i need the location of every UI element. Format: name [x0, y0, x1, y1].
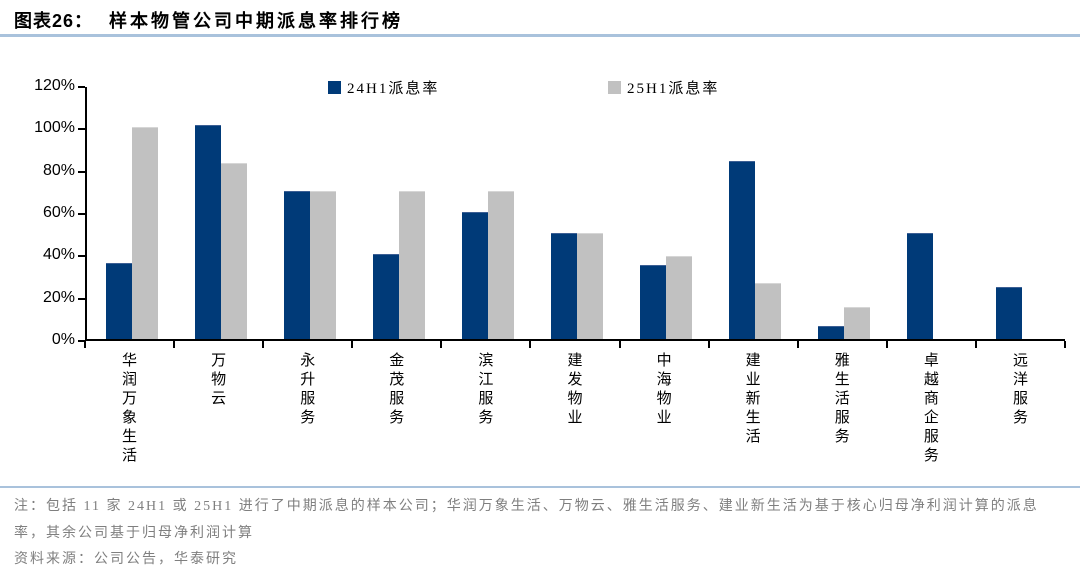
- plot-area: [85, 87, 1065, 341]
- y-axis-tick: [78, 297, 85, 300]
- y-axis-tick: [78, 128, 85, 131]
- bar-group: [622, 256, 711, 339]
- bar: [461, 212, 488, 339]
- bar: [372, 254, 399, 339]
- bar: [755, 282, 782, 339]
- x-axis-tick: [974, 341, 977, 348]
- y-axis-tick: [78, 340, 85, 342]
- x-axis-tick: [529, 341, 532, 348]
- bar-group: [711, 161, 800, 339]
- x-axis-label: 雅生活服务: [834, 353, 850, 445]
- legend-swatch: [328, 81, 341, 94]
- legend-item: 24H1派息率: [328, 77, 439, 98]
- x-axis-tick: [351, 341, 354, 348]
- x-axis-label: 华润万象生活: [122, 353, 138, 464]
- bar: [220, 163, 247, 339]
- x-axis-label: 中海物业: [656, 353, 672, 426]
- bar: [309, 190, 336, 339]
- bar: [640, 264, 667, 339]
- bar: [194, 125, 221, 339]
- x-axis-tick: [618, 341, 621, 348]
- y-axis-label: 60%: [42, 204, 75, 221]
- x-axis-tick: [262, 341, 265, 348]
- legend-label: 25H1派息率: [627, 81, 720, 97]
- bar-group: [87, 127, 176, 339]
- bar: [487, 190, 514, 339]
- bar-group: [978, 287, 1067, 339]
- legend-swatch: [608, 81, 621, 94]
- bar: [996, 287, 1023, 339]
- x-axis-label: 滨江服务: [478, 353, 494, 426]
- bar: [105, 262, 132, 339]
- x-axis-tick: [84, 341, 86, 348]
- bar-group: [800, 307, 889, 339]
- y-axis-tick: [78, 170, 85, 173]
- x-axis-label: 建业新生活: [745, 353, 761, 445]
- x-axis-label: 永升服务: [300, 353, 316, 426]
- bar: [283, 190, 310, 339]
- bar: [818, 326, 845, 339]
- x-axis-label: 远洋服务: [1012, 353, 1028, 426]
- x-axis-tick: [796, 341, 799, 348]
- bar-group: [265, 190, 354, 339]
- bar: [844, 307, 871, 339]
- page-title: 样本物管公司中期派息率排行榜: [109, 11, 404, 31]
- legend-label: 24H1派息率: [347, 81, 440, 97]
- source-note: 资料来源：公司公告，华泰研究: [14, 552, 238, 567]
- bar: [576, 233, 603, 339]
- figure-title-row: 图表26： 样本物管公司中期派息率排行榜: [14, 7, 403, 33]
- y-axis-label: 20%: [42, 288, 75, 306]
- bar-group: [889, 233, 978, 339]
- bar: [550, 233, 577, 339]
- x-axis-tick: [885, 341, 888, 348]
- bar-group: [354, 190, 443, 339]
- x-axis-tick: [440, 341, 443, 348]
- title-underline: [0, 34, 1080, 37]
- legend-item: 25H1派息率: [608, 77, 719, 98]
- y-axis-tick: [78, 86, 85, 88]
- y-axis-label: 100%: [34, 119, 75, 137]
- y-axis-tick: [78, 255, 85, 258]
- bar-group: [443, 190, 532, 339]
- bar: [729, 161, 756, 339]
- x-axis-tick: [1064, 341, 1066, 348]
- y-axis-label: 0%: [51, 331, 75, 348]
- x-axis-label: 卓越商企服务: [923, 353, 939, 464]
- x-axis-label: 建发物业: [567, 353, 583, 426]
- x-axis-label: 万物云: [211, 353, 227, 407]
- bar: [398, 190, 425, 339]
- x-axis-tick: [707, 341, 710, 348]
- divider-line: [0, 486, 1080, 488]
- x-axis-label: 金茂服务: [389, 353, 405, 426]
- x-axis-tick: [173, 341, 176, 348]
- bar: [131, 127, 158, 339]
- y-axis-tick: [78, 213, 85, 215]
- footnote: 注：包括 11 家 24H1 或 25H1 进行了中期派息的样本公司；华润万象生…: [14, 499, 1039, 541]
- figure-number: 图表26：: [14, 11, 94, 31]
- bar-group: [176, 125, 265, 339]
- y-axis-label: 120%: [34, 77, 75, 94]
- y-axis-label: 40%: [42, 246, 75, 264]
- y-axis-label: 80%: [42, 161, 75, 179]
- bar: [666, 256, 693, 339]
- bar-group: [532, 233, 621, 339]
- bar: [907, 233, 934, 339]
